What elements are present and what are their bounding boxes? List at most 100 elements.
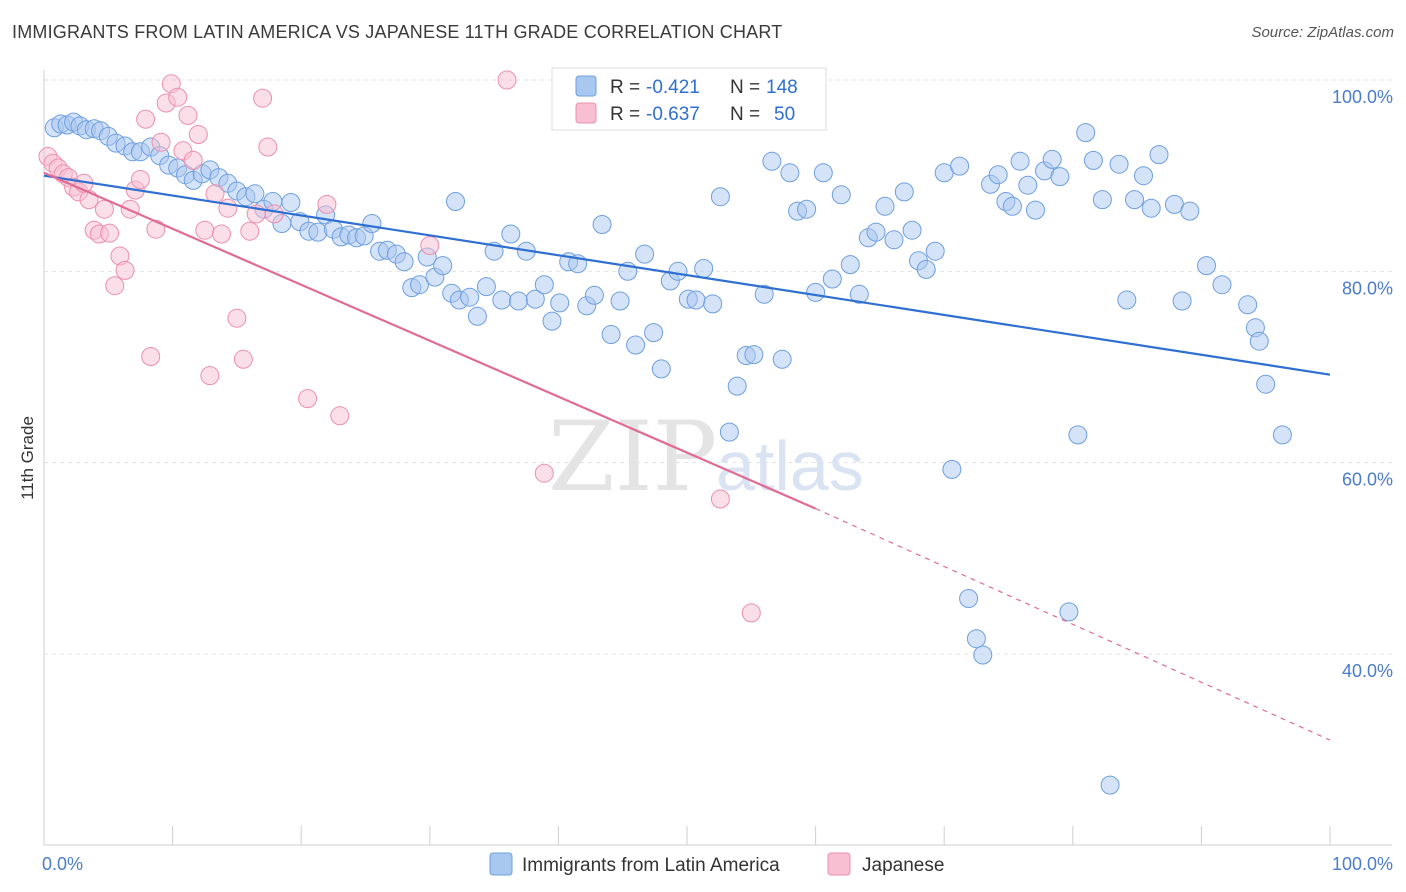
latin-america-point-112: [973, 645, 993, 665]
latin-america-point-114: [988, 165, 1008, 185]
latin-america-point-139: [1212, 275, 1232, 295]
japanese-point-42: [298, 389, 318, 409]
latin-america-point-87: [762, 151, 782, 171]
legend-r-value-1: -0.421: [646, 77, 700, 98]
latin-america-point-100: [875, 196, 895, 216]
latin-america-point-145: [446, 192, 465, 211]
japanese-point-20: [141, 347, 161, 366]
japanese-point-19: [136, 109, 156, 129]
latin-america-point-57: [509, 291, 528, 311]
legend-n-label-2: N =: [730, 104, 760, 125]
y-axis-label: 11th Grade: [18, 416, 37, 500]
latin-america-point-126: [1083, 150, 1103, 170]
latin-america-point-86: [754, 284, 774, 304]
watermark-zip: ZIP: [548, 401, 717, 513]
latin-america-point-93: [813, 163, 833, 183]
latin-america-point-85: [744, 345, 764, 365]
latin-america-point-94: [822, 269, 842, 289]
latin-america-point-39: [362, 214, 382, 233]
latin-america-point-55: [492, 290, 512, 310]
latin-america-point-140: [1238, 295, 1258, 315]
latin-america-point-69: [610, 291, 630, 311]
latin-america-point-78: [686, 290, 706, 310]
japanese-point-45: [420, 236, 440, 255]
latin-america-point-51: [460, 287, 480, 307]
latin-america-point-60: [534, 275, 554, 295]
japanese-point-40: [258, 137, 278, 157]
latin-america-point-62: [550, 293, 570, 313]
latin-america-point-119: [1026, 200, 1045, 220]
latin-america-point-125: [1076, 123, 1096, 143]
tick-labels: 100.0% 80.0% 60.0% 40.0% 0.0% 100.0%: [42, 87, 1393, 874]
latin-america-point-66: [584, 285, 604, 305]
japanese-point-47: [534, 463, 554, 483]
legend-r-label-1: R =: [610, 77, 640, 98]
legend-box-frame: [551, 67, 827, 131]
japanese-point-15: [115, 260, 135, 280]
latin-america-point-95: [831, 185, 851, 205]
latin-america-point-124: [1068, 425, 1088, 445]
x-axis-ticks: [172, 826, 1331, 845]
latin-america-point-130: [1117, 290, 1137, 310]
latin-america-point-129: [1109, 154, 1129, 174]
legend-n-value-2: 50: [774, 104, 795, 125]
japanese-point-43: [317, 194, 337, 214]
japanese-point-44: [330, 406, 350, 426]
japanese-point-37: [240, 221, 260, 241]
latin-america-point-137: [1180, 201, 1200, 221]
latin-america-point-79: [694, 259, 714, 278]
latin-america-point-71: [626, 335, 646, 355]
latin-america-point-82: [719, 422, 739, 442]
latin-america-point-131: [1125, 190, 1144, 210]
latin-america-point-123: [1059, 602, 1079, 622]
latin-america-point-89: [780, 163, 800, 183]
japanese-point-34: [218, 198, 238, 218]
latin-america-point-118: [1018, 175, 1038, 195]
japanese-point-28: [183, 150, 203, 170]
y-tick-label-2: 60.0%: [1342, 470, 1393, 490]
latin-america-point-59: [525, 289, 545, 309]
japanese-point-27: [178, 105, 198, 125]
japanese-point-36: [233, 349, 253, 369]
latin-america-point-111: [966, 629, 986, 649]
latin-america-point-109: [950, 156, 970, 176]
latin-america-point-43: [394, 252, 414, 272]
japanese-point-39: [253, 88, 273, 108]
latin-america-point-29: [281, 193, 301, 212]
latin-america-point-88: [772, 349, 792, 369]
trend-lines: [43, 171, 1331, 741]
y-tick-label-0: 100.0%: [1332, 87, 1393, 107]
latin-america-point-133: [1141, 198, 1161, 218]
japanese-point-31: [200, 366, 220, 386]
latin-america-point-68: [601, 325, 621, 344]
bottom-legend-swatch-pink: [827, 852, 851, 876]
latin-america-point-110: [959, 589, 979, 608]
japanese-point-25: [168, 87, 188, 107]
x-tick-label-1: 100.0%: [1332, 854, 1393, 874]
latin-america-point-32: [308, 222, 328, 242]
japanese-point-21: [146, 219, 166, 239]
japanese-trend-line-extension: [815, 508, 1331, 741]
y-tick-label-3: 40.0%: [1342, 661, 1393, 681]
latin-america-point-81: [710, 187, 730, 207]
legend-r-value-2: -0.637: [646, 104, 700, 125]
watermark-atlas: atlas: [716, 427, 864, 505]
bottom-legend-label-japanese: Japanese: [862, 855, 944, 876]
japanese-point-12: [100, 223, 120, 243]
bottom-legend-swatch-blue: [489, 852, 513, 876]
legend-swatch-pink: [575, 102, 597, 124]
x-tick-label-0: 0.0%: [42, 854, 83, 874]
latin-america-point-52: [467, 306, 487, 326]
latin-america-point-144: [1272, 425, 1292, 445]
latin-america-point-80: [703, 294, 723, 314]
japanese-trend-line: [43, 171, 817, 510]
bottom-legend: Immigrants from Latin America Japanese: [489, 852, 944, 876]
latin-america-point-25: [245, 184, 265, 204]
watermark: ZIP atlas: [548, 401, 864, 513]
japanese-point-22: [151, 132, 171, 152]
latin-america-point-76: [668, 261, 688, 281]
legend-swatch-blue: [575, 75, 597, 97]
japanese-point-49: [741, 603, 761, 623]
legend-r-label-2: R =: [610, 104, 640, 125]
latin-america-trend-line: [43, 174, 1331, 376]
